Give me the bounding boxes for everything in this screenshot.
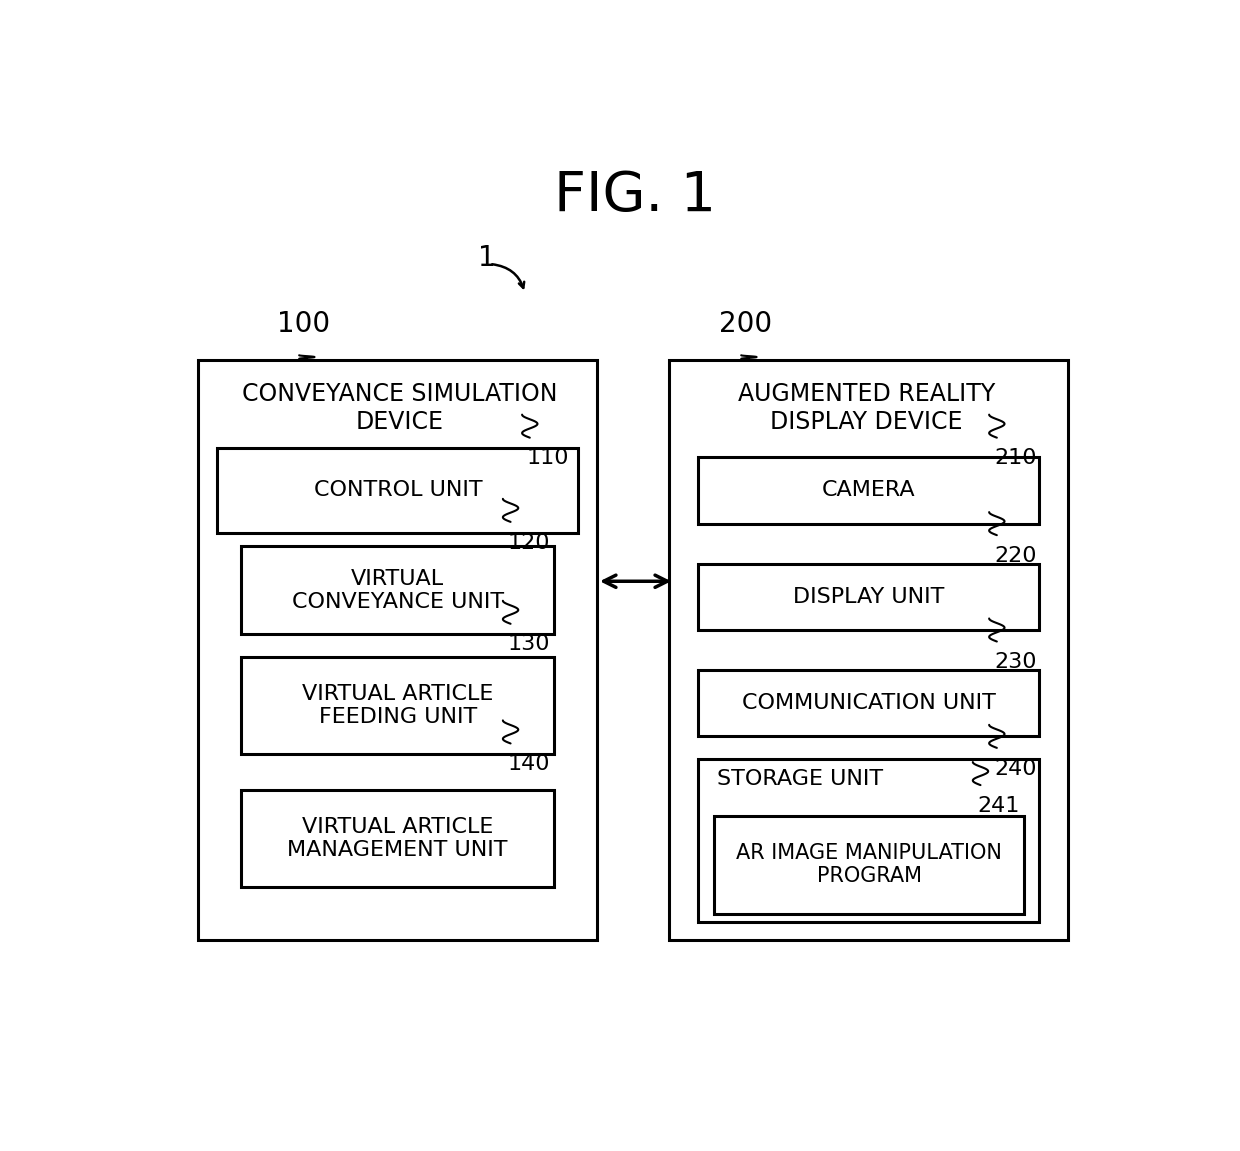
Text: CONTROL UNIT: CONTROL UNIT <box>314 480 482 500</box>
Text: 110: 110 <box>527 448 569 468</box>
Text: CAMERA: CAMERA <box>822 480 915 501</box>
Text: CONVEYANCE SIMULATION
DEVICE: CONVEYANCE SIMULATION DEVICE <box>242 382 558 434</box>
Bar <box>698 564 1039 630</box>
Text: 210: 210 <box>994 448 1037 468</box>
Text: 130: 130 <box>507 634 551 655</box>
Bar <box>217 448 578 533</box>
Text: STORAGE UNIT: STORAGE UNIT <box>717 769 883 790</box>
Text: VIRTUAL ARTICLE
FEEDING UNIT: VIRTUAL ARTICLE FEEDING UNIT <box>303 684 494 727</box>
Bar <box>714 816 1024 914</box>
Text: VIRTUAL
CONVEYANCE UNIT: VIRTUAL CONVEYANCE UNIT <box>291 569 503 611</box>
Bar <box>242 656 554 754</box>
Text: 100: 100 <box>278 310 331 337</box>
Text: 240: 240 <box>994 759 1037 778</box>
Text: DISPLAY UNIT: DISPLAY UNIT <box>792 587 944 607</box>
Text: VIRTUAL ARTICLE
MANAGEMENT UNIT: VIRTUAL ARTICLE MANAGEMENT UNIT <box>288 817 508 860</box>
Text: 200: 200 <box>719 310 773 337</box>
Bar <box>670 359 1068 940</box>
Bar <box>698 670 1039 737</box>
Text: AR IMAGE MANIPULATION
PROGRAM: AR IMAGE MANIPULATION PROGRAM <box>737 844 1002 886</box>
Text: 140: 140 <box>507 754 551 775</box>
Text: FIG. 1: FIG. 1 <box>554 169 717 223</box>
Text: COMMUNICATION UNIT: COMMUNICATION UNIT <box>742 693 996 714</box>
Bar <box>698 759 1039 922</box>
Text: AUGMENTED REALITY
DISPLAY DEVICE: AUGMENTED REALITY DISPLAY DEVICE <box>738 382 994 434</box>
Text: 220: 220 <box>994 546 1037 566</box>
Bar <box>198 359 596 940</box>
Text: 230: 230 <box>994 653 1037 672</box>
Bar <box>242 790 554 887</box>
Text: 241: 241 <box>977 795 1021 816</box>
Text: 120: 120 <box>507 533 551 552</box>
Bar <box>242 546 554 634</box>
Text: 1: 1 <box>477 244 495 272</box>
Bar <box>698 457 1039 524</box>
